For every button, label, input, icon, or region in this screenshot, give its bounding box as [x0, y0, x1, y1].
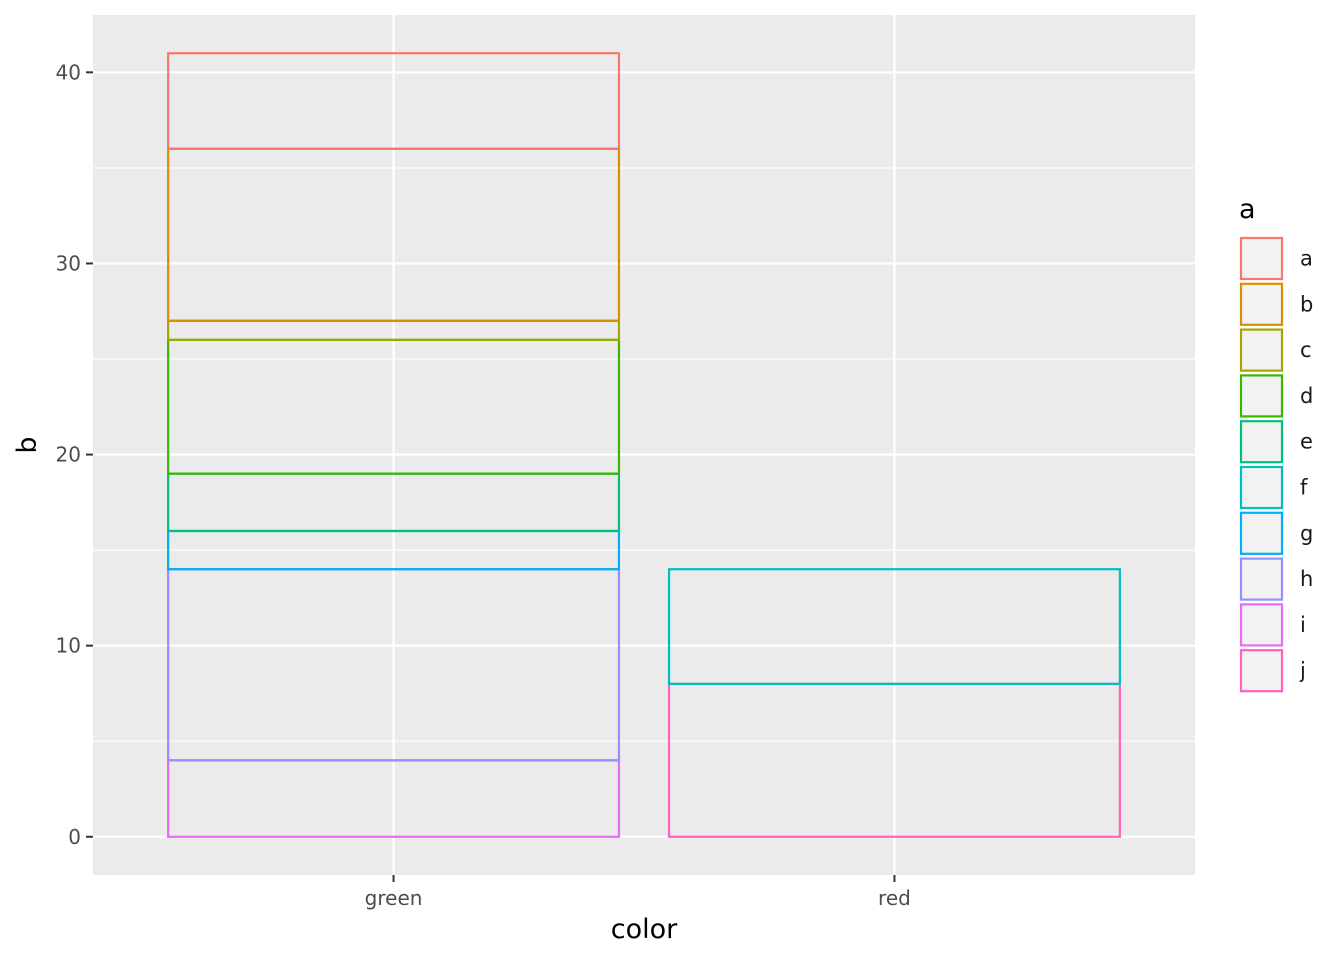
x-axis-title: color	[611, 914, 678, 945]
legend-key-i	[1239, 603, 1284, 647]
x-tick-label: green	[365, 886, 423, 910]
y-tick-label: 10	[56, 634, 81, 658]
legend-key-f	[1239, 465, 1284, 510]
legend-label-i: i	[1300, 613, 1306, 637]
legend-key-h	[1239, 557, 1284, 601]
x-axis: green red	[365, 875, 911, 910]
plot-panel	[93, 15, 1195, 875]
legend-label-a: a	[1300, 247, 1313, 271]
legend-key-b	[1239, 282, 1284, 326]
bar-segment-green-a	[167, 52, 621, 150]
legend-key-g	[1239, 511, 1284, 555]
legend-label-j: j	[1299, 659, 1306, 683]
legend-key-a	[1239, 236, 1284, 281]
y-axis-title: b	[12, 436, 43, 453]
y-tick-label: 20	[56, 443, 81, 467]
legend-label-c: c	[1300, 338, 1312, 362]
legend-key-d	[1239, 374, 1284, 418]
legend-label-e: e	[1300, 430, 1313, 454]
legend-label-b: b	[1300, 292, 1313, 316]
y-tick-label: 0	[68, 825, 81, 849]
legend-label-f: f	[1300, 476, 1308, 500]
x-tick-label: red	[878, 886, 911, 910]
legend-key-e	[1239, 420, 1284, 464]
bar-segment-red-f	[667, 568, 1121, 685]
legend-label-g: g	[1300, 521, 1313, 545]
y-tick-label: 40	[56, 60, 81, 84]
legend-key-j	[1239, 649, 1284, 693]
legend-label-d: d	[1300, 384, 1313, 408]
bar-segments	[167, 52, 1121, 838]
legend-key-c	[1239, 328, 1284, 372]
minor-gridlines	[93, 167, 1195, 742]
y-axis: 0 10 20 30 40	[56, 60, 93, 849]
legend-title: a	[1239, 194, 1256, 225]
legend-label-h: h	[1300, 567, 1313, 591]
y-tick-label: 30	[56, 251, 81, 275]
